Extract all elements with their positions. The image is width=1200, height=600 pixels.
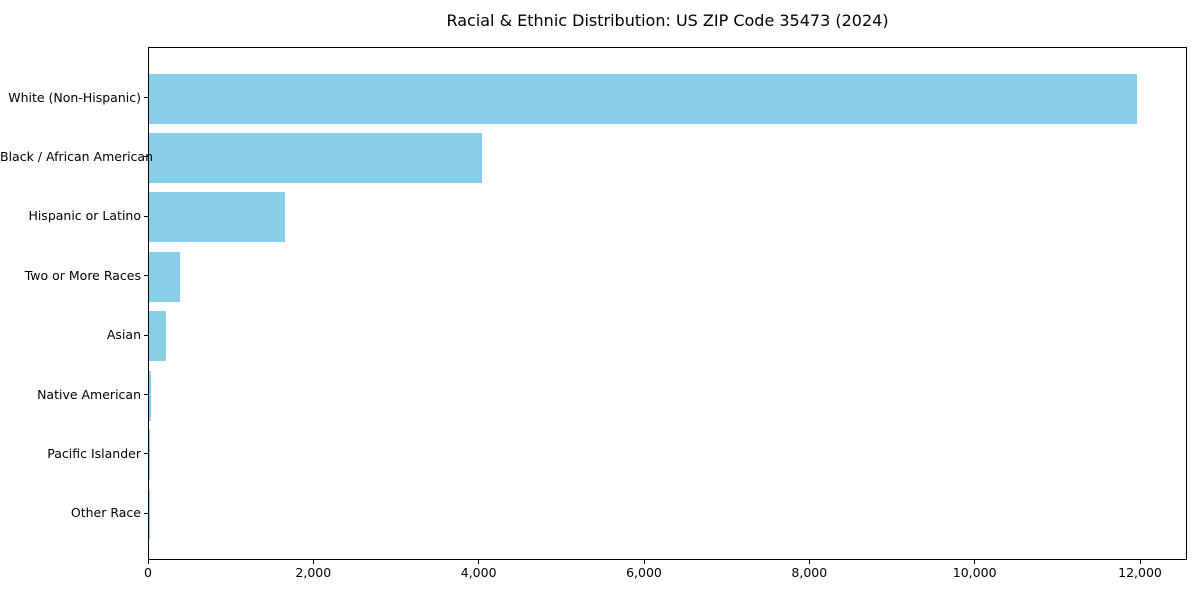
y-tick-mark [144, 334, 148, 336]
plot-area [148, 47, 1187, 560]
y-tick-label: Hispanic or Latino [28, 208, 141, 224]
y-tick-label: Asian [106, 327, 141, 343]
bar [149, 311, 167, 362]
x-tick-mark [312, 560, 314, 564]
x-tick-mark [147, 560, 149, 564]
x-tick-label: 10,000 [952, 565, 997, 580]
x-tick-mark [478, 560, 480, 564]
y-tick-mark [144, 97, 148, 98]
bar [149, 73, 1137, 124]
x-tick-label: 2,000 [295, 565, 332, 580]
y-tick-mark [144, 156, 148, 158]
x-tick-mark [1139, 560, 1141, 564]
y-tick-label: Other Race [70, 505, 141, 521]
x-tick-mark [974, 560, 976, 564]
y-tick-label: Black / African American [0, 148, 154, 164]
x-tick-label: 12,000 [1118, 565, 1162, 580]
y-tick-label: White (Non-Hispanic) [8, 89, 141, 105]
x-tick-label: 0 [144, 565, 152, 580]
bar [149, 370, 152, 421]
y-tick-mark [144, 512, 148, 514]
y-tick-mark [144, 275, 148, 277]
bar [149, 251, 180, 302]
bar [149, 132, 483, 183]
x-tick-label: 4,000 [460, 565, 497, 580]
x-tick-mark [808, 560, 810, 564]
y-tick-mark [144, 215, 148, 217]
chart-title: Racial & Ethnic Distribution: US ZIP Cod… [446, 11, 889, 30]
y-tick-mark [144, 394, 148, 395]
bar [149, 192, 286, 243]
y-tick-label: Two or More Races [24, 267, 141, 283]
y-tick-mark [144, 453, 148, 455]
x-tick-mark [643, 560, 645, 564]
x-tick-label: 6,000 [626, 565, 662, 580]
y-tick-label: Pacific Islander [47, 445, 141, 461]
x-tick-label: 8,000 [791, 565, 828, 580]
y-tick-label: Native American [37, 386, 141, 402]
